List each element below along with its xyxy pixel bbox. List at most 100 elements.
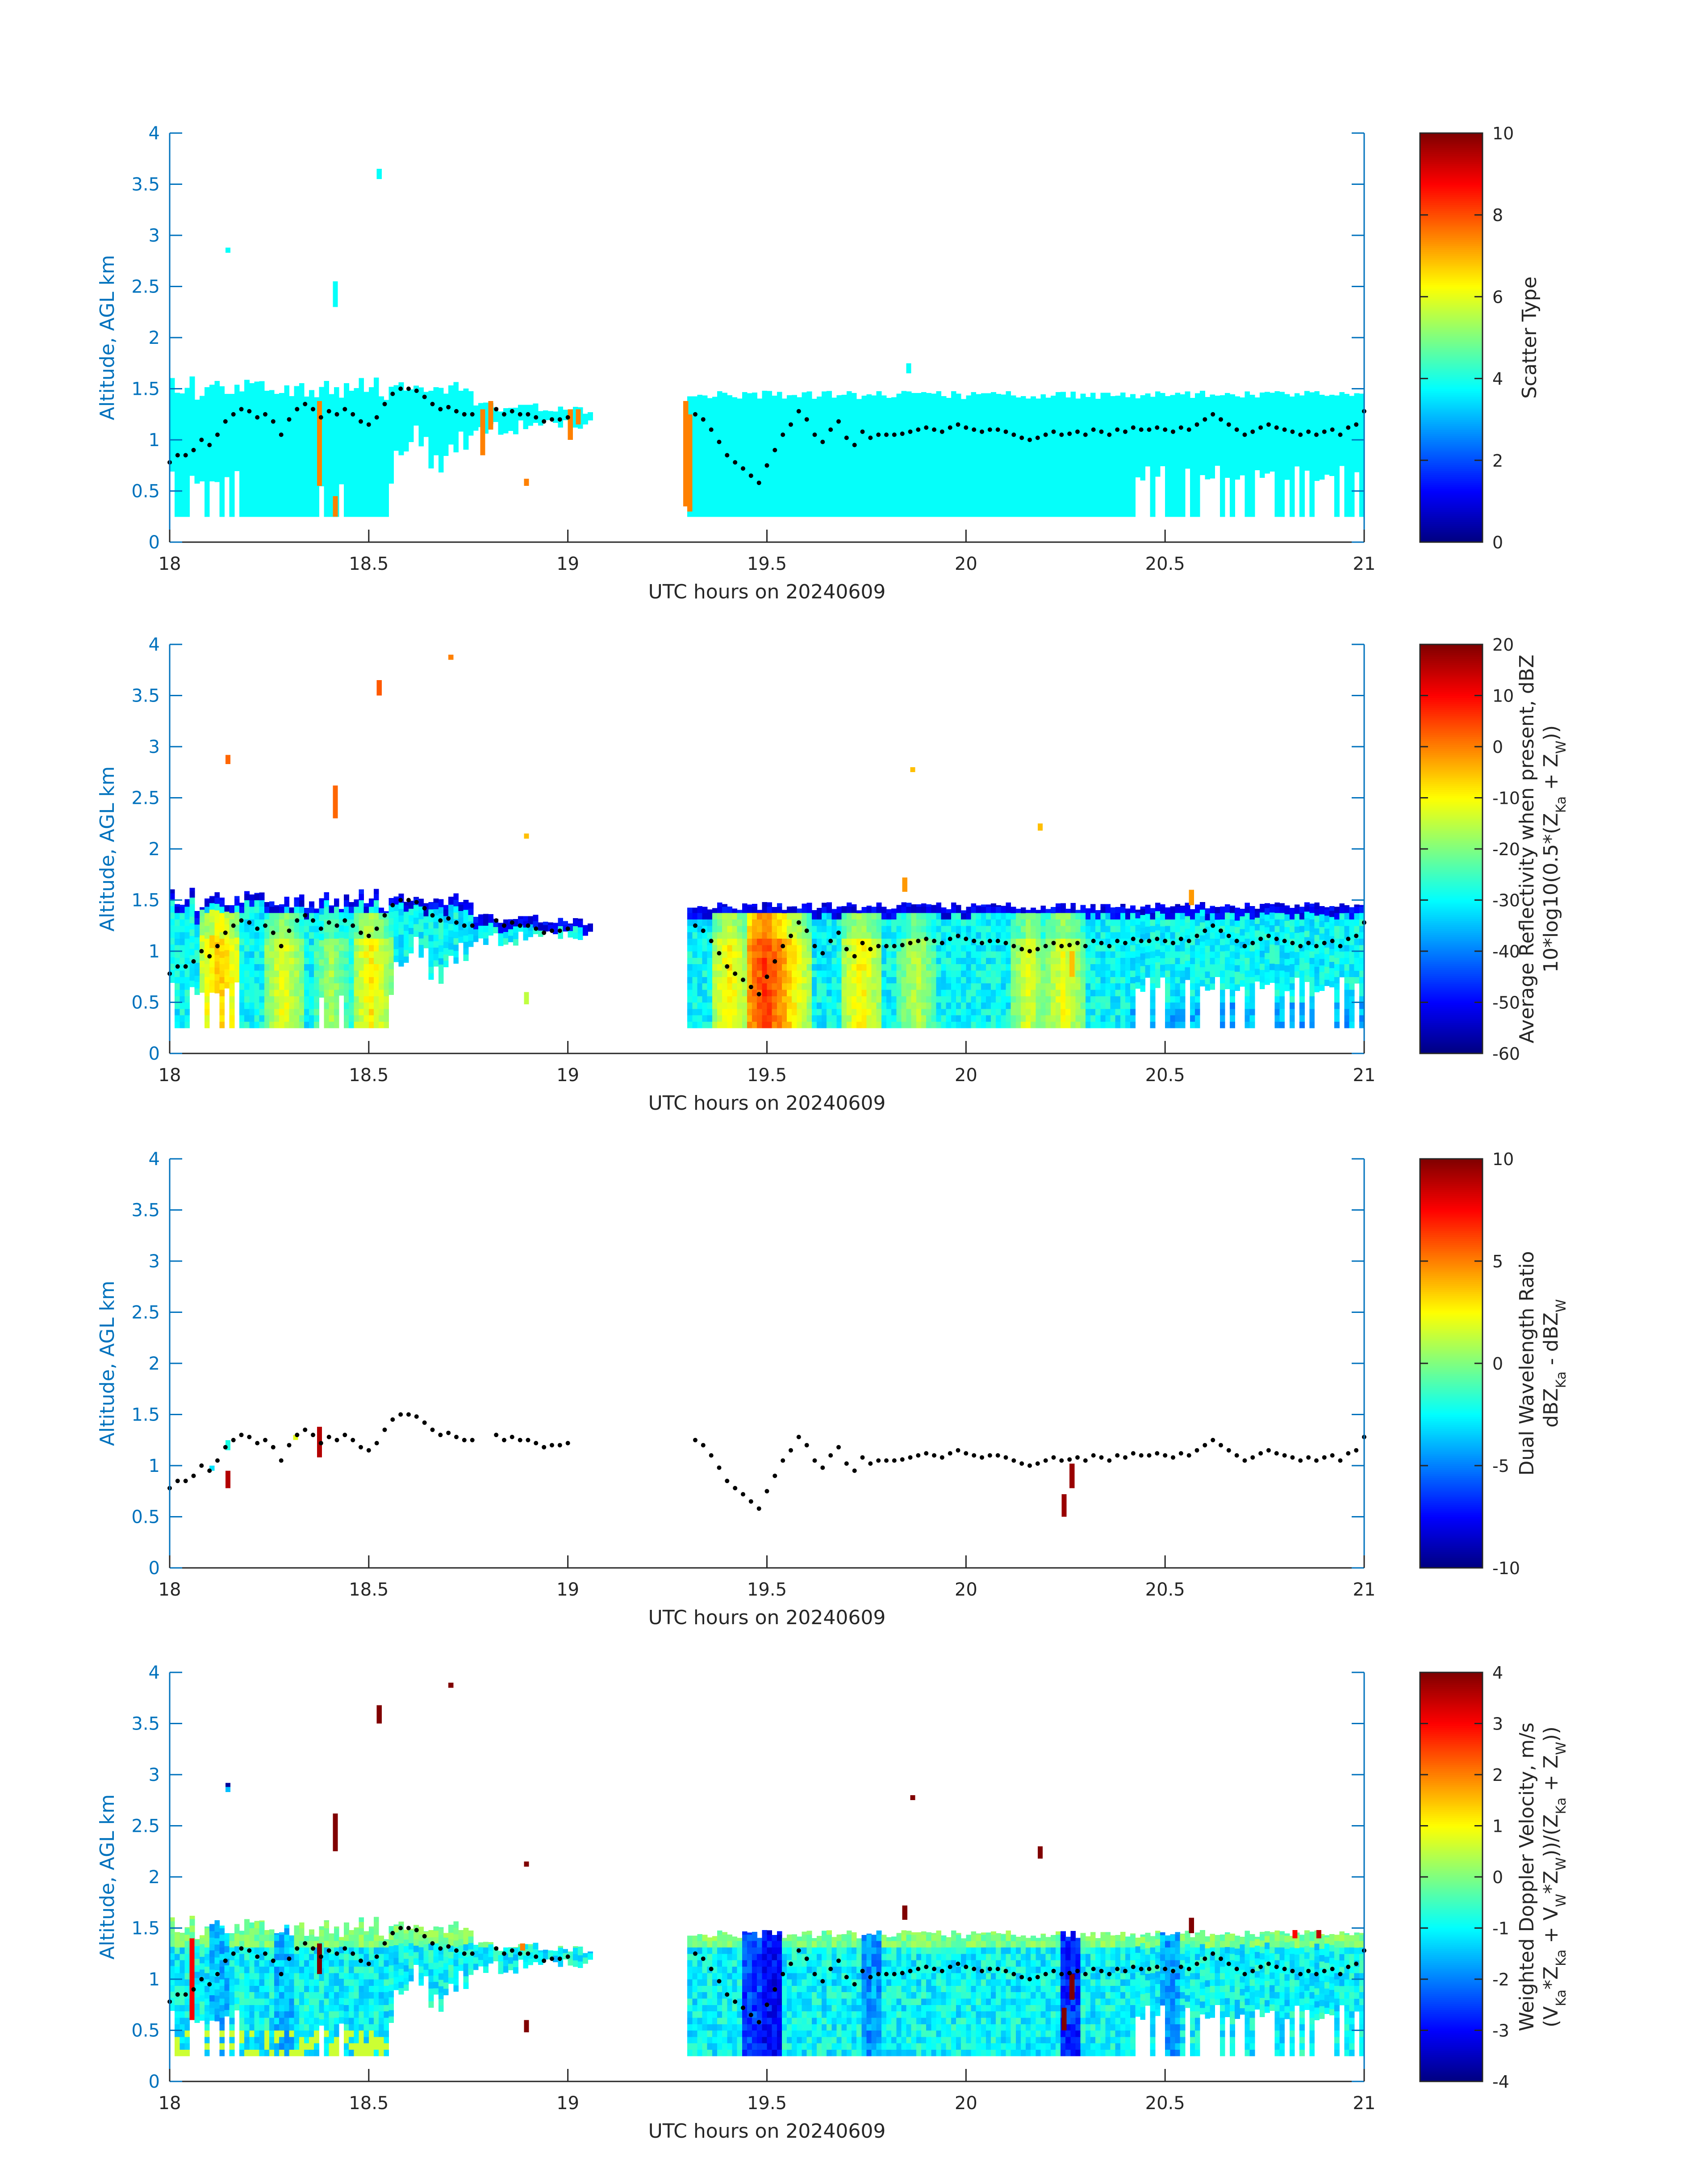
field-cell [324,977,330,984]
colorbar-swatch [1420,170,1482,172]
field-cell [259,892,265,894]
field-cell [1185,398,1190,405]
field-cell [324,446,330,453]
field-cell [1219,504,1225,510]
field-cell [827,391,832,396]
field-cell [1289,491,1295,498]
field-cell [384,433,389,440]
field-cell [702,472,708,479]
field-cell [1050,452,1056,460]
field-cell [996,465,1001,472]
field-cell [244,395,250,402]
field-cell [170,938,175,944]
field-cell [1359,408,1365,415]
field-cell [906,414,912,421]
field-cell [334,1015,339,1022]
field-cell [926,491,931,498]
field-cell [214,462,220,469]
field-cell [822,497,827,504]
field-cell [438,389,444,396]
field-cell [274,504,280,510]
field-cell [244,944,250,952]
field-cell [359,977,364,984]
field-cell [249,427,255,434]
field-cell [991,459,996,466]
field-cell [1110,465,1116,472]
field-cell [737,433,743,440]
field-cell [737,398,743,402]
field-cell [861,408,867,415]
field-cell [1006,459,1011,466]
field-cell [1011,427,1016,434]
field-cell [1224,407,1230,414]
field-cell [354,1015,359,1022]
field-cell [234,899,240,906]
cloud-base-marker [940,429,944,434]
field-cell [423,392,429,399]
field-cell [189,443,195,451]
field-cell [363,478,369,485]
field-cell [1309,446,1315,453]
field-cell [175,472,180,479]
field-cell [184,932,190,939]
field-cell [244,1015,250,1022]
field-cell [1309,510,1315,517]
field-cell [349,996,354,1003]
field-cell [896,497,902,504]
colorbar-swatch [1420,305,1482,308]
field-cell [1265,447,1270,455]
field-cell [249,919,255,926]
field-cell [781,440,787,447]
field-cell [901,491,907,498]
field-cell [374,433,379,440]
colorbar-swatch [1420,446,1482,449]
field-cell [702,497,708,504]
field-cell [966,491,971,498]
cloud-base-marker [1035,435,1040,440]
field-cell [189,456,195,463]
field-cell [931,491,936,498]
field-cell [209,954,215,961]
field-cell [1299,440,1305,447]
field-cell [413,385,419,388]
field-cell [214,411,220,418]
field-cell [428,947,434,954]
field-cell [901,504,907,510]
field-cell [1155,444,1161,451]
cloud-base-marker [1067,431,1072,436]
field-cell [1230,395,1235,402]
field-cell [254,932,260,939]
field-cell [1289,497,1295,504]
field-cell [752,433,757,440]
field-cell [289,491,295,498]
field-cell [289,459,295,466]
field-cell [359,459,364,466]
field-cell [762,408,768,415]
field-cell [1085,452,1091,460]
field-cell [866,504,872,510]
field-cell [279,491,284,498]
field-cell [219,897,225,901]
field-cell [184,446,190,453]
field-cell [388,911,394,919]
field-cell [259,421,265,427]
field-cell [986,440,991,447]
field-cell [329,394,334,396]
colorbar-swatch [1420,409,1482,412]
field-cell [175,446,180,453]
field-cell [279,904,284,907]
field-cell [239,925,245,932]
field-cell [792,472,797,479]
field-cell [1011,485,1016,492]
field-cell [712,408,718,415]
field-cell [543,414,548,420]
colorbar-swatch [1420,241,1482,244]
field-cell [1170,401,1175,408]
field-cell [339,909,344,913]
field-cell [1175,459,1181,466]
field-cell [304,465,309,472]
field-cell [911,408,917,415]
field-cell [1110,401,1116,408]
field-cell [931,401,936,408]
field-cell [170,407,175,414]
